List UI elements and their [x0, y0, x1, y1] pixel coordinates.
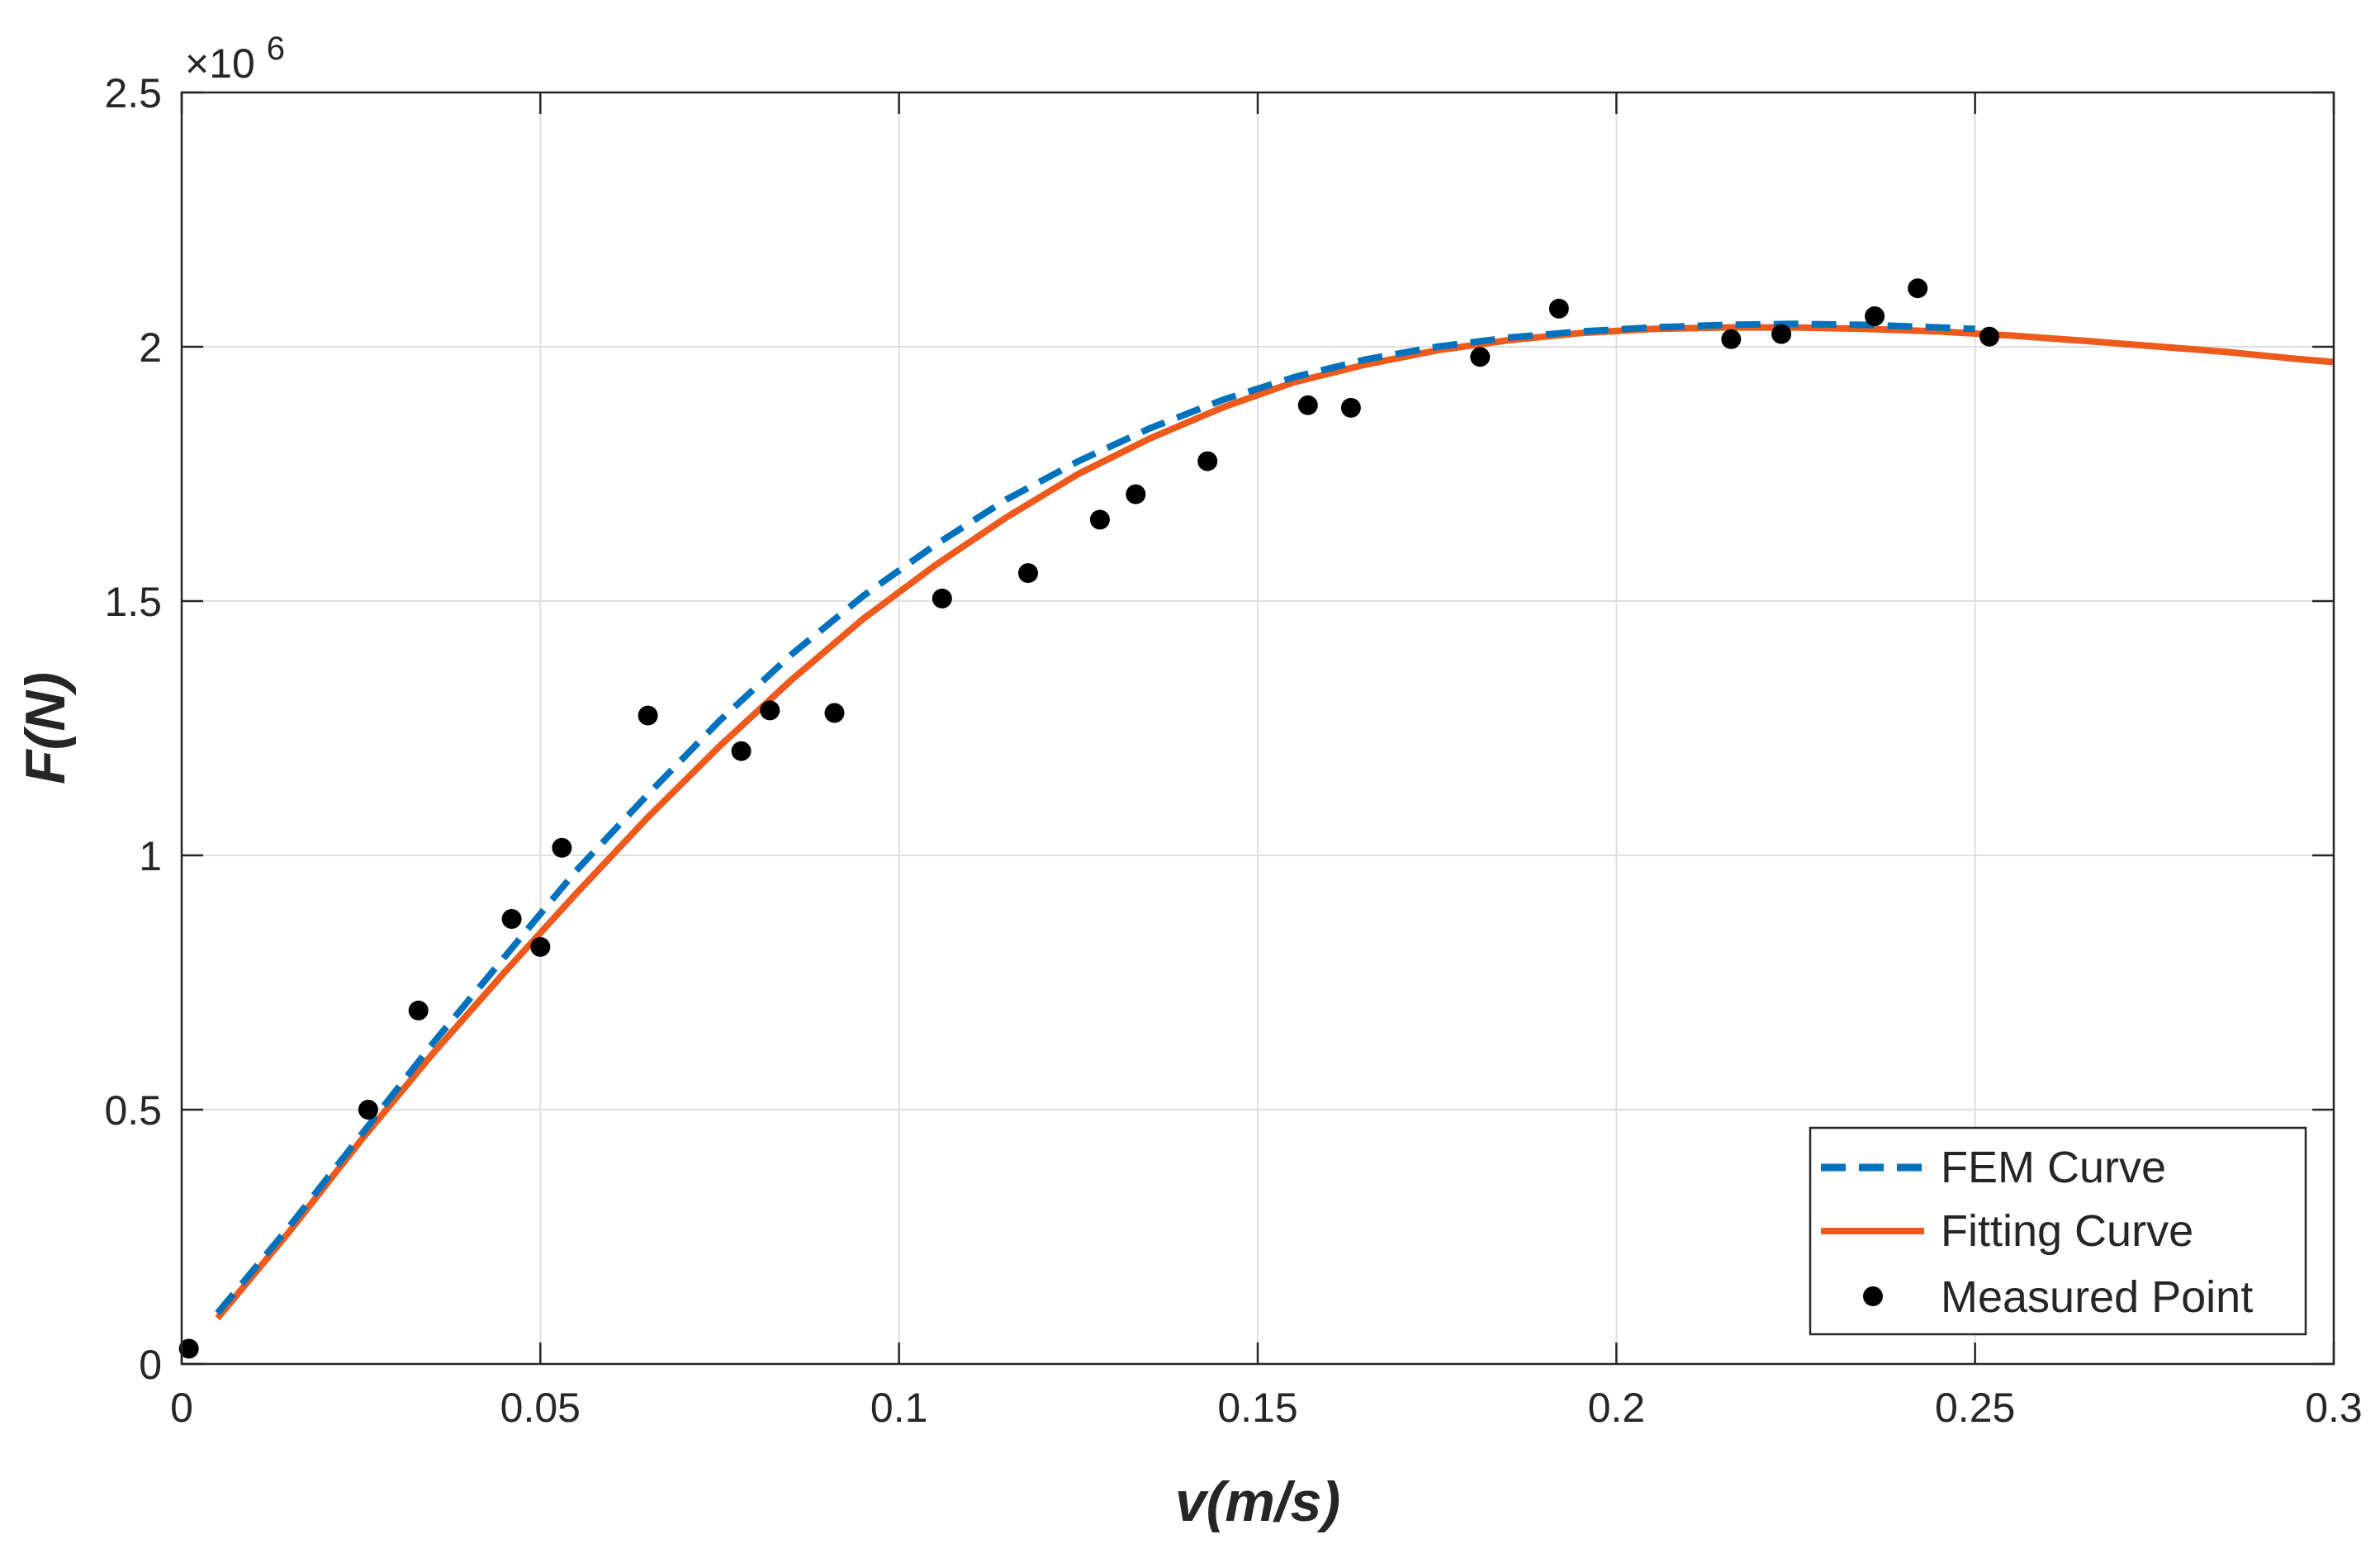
- y-tick-label: 0.5: [104, 1087, 162, 1134]
- measured-point: [1470, 347, 1491, 367]
- x-tick-label: 0.3: [2305, 1385, 2363, 1431]
- legend-measured-label: Measured Point: [1941, 1272, 2253, 1322]
- y-multiplier-label: ×10 6: [185, 31, 285, 87]
- measured-point: [178, 1338, 199, 1359]
- y-tick-label: 0: [139, 1342, 162, 1388]
- measured-point: [731, 741, 751, 761]
- measured-point: [358, 1100, 378, 1120]
- tick-layer: 0 0.05 0.1 0.15 0.2 0.25 0.3 0 0.5 1 1.5 2 2.5: [104, 70, 2362, 1431]
- measured-point: [1018, 563, 1038, 584]
- measured-point: [1297, 395, 1318, 415]
- legend: FEM Curve Fitting Curve Measured Point: [1809, 1126, 2307, 1336]
- legend-fem-label: FEM Curve: [1941, 1143, 2166, 1192]
- legend-fitting-label: Fitting Curve: [1941, 1206, 2193, 1256]
- y-multiplier-exponent: 6: [267, 31, 285, 67]
- x-tick-label: 0.2: [1588, 1385, 1646, 1431]
- measured-point: [1089, 509, 1110, 530]
- measured-point: [408, 1000, 429, 1021]
- x-tick-label: 0.1: [870, 1385, 928, 1431]
- measured-point: [824, 703, 845, 723]
- x-tick-label: 0.15: [1217, 1385, 1297, 1431]
- measured-point: [760, 700, 780, 721]
- x-axis-label: v(m/s): [1175, 1470, 1340, 1533]
- measured-point: [552, 837, 572, 858]
- measured-point: [1340, 397, 1361, 418]
- fem-curve-line: [215, 320, 1975, 1315]
- y-axis-label: F(N): [14, 672, 77, 784]
- measured-point: [1771, 324, 1792, 344]
- measured-point: [1197, 451, 1218, 471]
- fitting-curve-line: [215, 324, 2335, 1321]
- measured-point: [530, 936, 551, 957]
- measured-point: [1721, 329, 1742, 349]
- x-tick-label: 0.25: [1935, 1385, 2015, 1431]
- series-layer: [178, 278, 2335, 1359]
- measured-point: [1908, 278, 1928, 299]
- measured-point: [1979, 326, 1999, 347]
- legend-measured-marker: [1863, 1286, 1883, 1306]
- measured-point: [1126, 484, 1146, 504]
- measured-point: [932, 588, 952, 609]
- measured-point: [501, 909, 522, 929]
- x-tick-label: 0.05: [500, 1385, 581, 1431]
- y-tick-label: 2.5: [104, 70, 162, 116]
- measured-point: [1548, 298, 1569, 319]
- measured-point: [638, 705, 658, 726]
- measured-point: [1865, 306, 1885, 326]
- y-tick-label: 1: [139, 833, 162, 879]
- x-tick-label: 0: [170, 1385, 193, 1431]
- y-tick-label: 1.5: [104, 579, 162, 625]
- y-tick-label: 2: [139, 324, 162, 371]
